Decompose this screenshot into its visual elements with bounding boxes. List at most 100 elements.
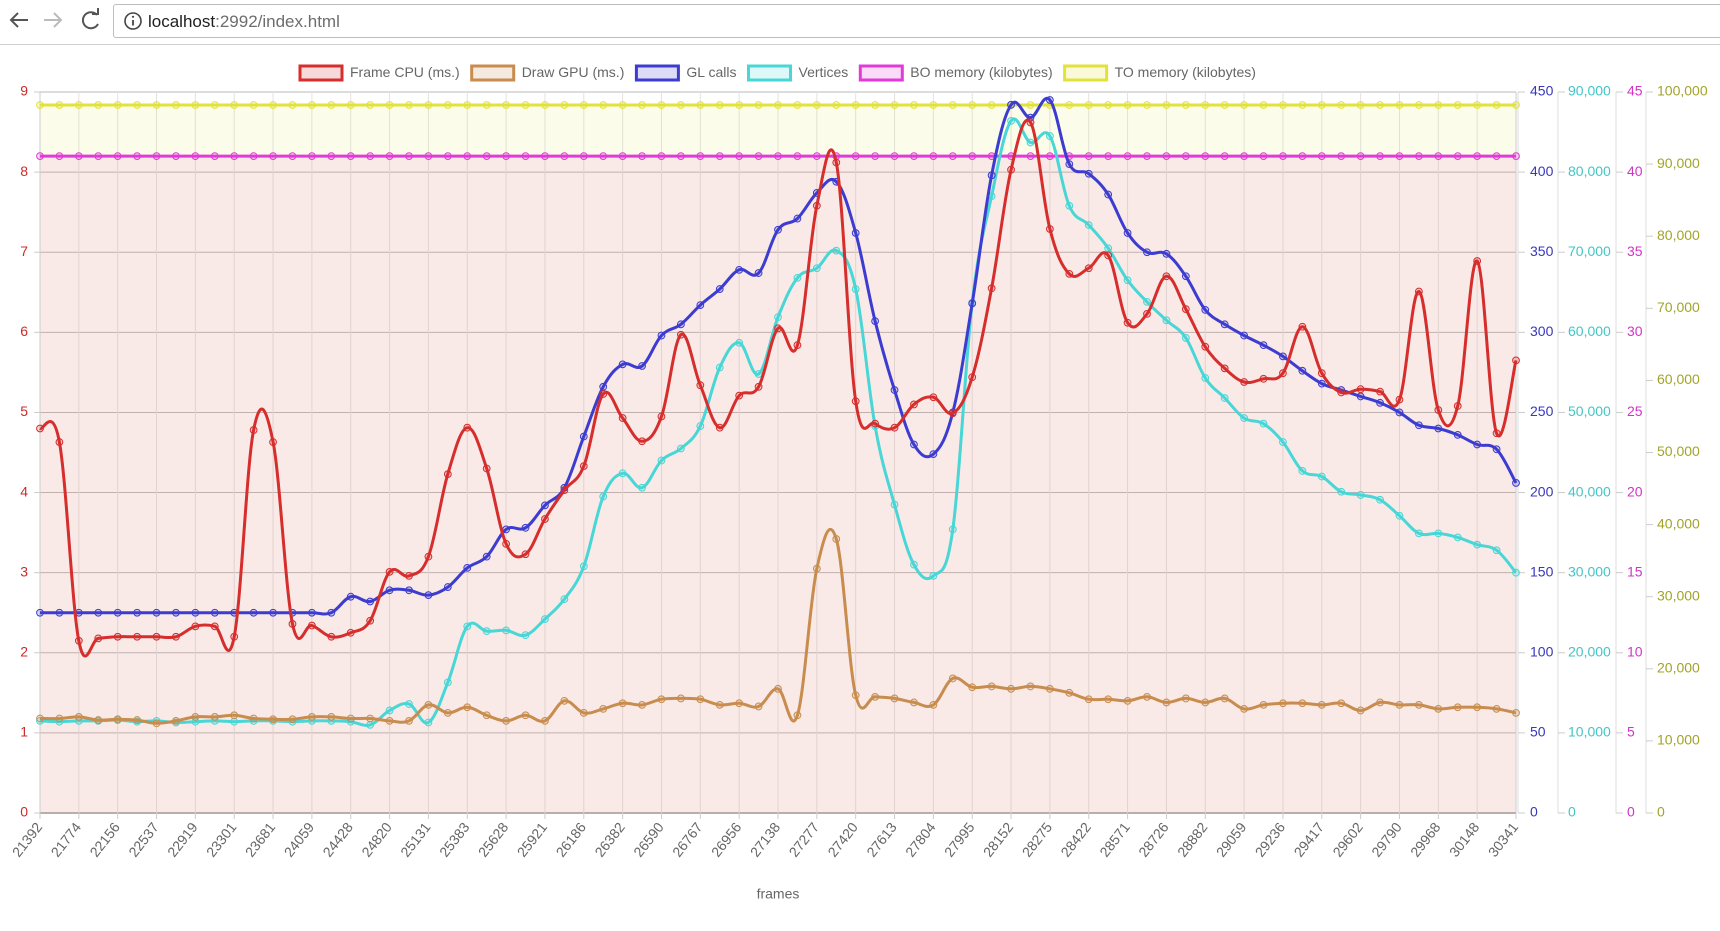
legend-item[interactable]: GL calls <box>634 64 736 82</box>
data-point <box>657 695 666 704</box>
data-point <box>521 711 530 720</box>
x-tick-label: 27613 <box>863 819 900 860</box>
data-point <box>1376 387 1384 396</box>
data-point <box>1104 152 1113 160</box>
data-point <box>560 595 569 604</box>
data-point <box>910 101 918 109</box>
data-point <box>1492 546 1501 555</box>
data-point <box>94 152 103 160</box>
y-tick-label: 5 <box>20 403 28 419</box>
data-point <box>774 152 782 160</box>
data-point <box>579 462 588 471</box>
data-point <box>541 101 549 109</box>
data-point <box>1337 487 1346 496</box>
data-point <box>560 101 569 109</box>
legend-item[interactable]: TO memory (kilobytes) <box>1063 64 1256 82</box>
data-point <box>1201 101 1210 109</box>
data-point <box>521 550 530 559</box>
y-tick-label: 4 <box>20 483 28 499</box>
data-point <box>871 419 880 428</box>
right-tick-label: 35 <box>1627 243 1643 259</box>
data-point <box>599 492 608 501</box>
data-point <box>249 608 258 617</box>
data-point <box>638 152 646 160</box>
right-tick-label: 200 <box>1530 483 1554 499</box>
series-line <box>39 117 1518 727</box>
data-point <box>152 608 161 617</box>
data-point <box>1395 152 1404 160</box>
right-tick-label: 40 <box>1627 163 1643 179</box>
legend-swatch <box>1063 64 1109 82</box>
data-point <box>482 152 491 160</box>
forward-button[interactable] <box>44 12 63 28</box>
legend-item[interactable]: Draw GPU (ms.) <box>470 64 625 82</box>
data-point <box>890 694 899 703</box>
x-tick-label: 27804 <box>902 819 939 860</box>
data-point <box>482 627 491 636</box>
data-point <box>1065 201 1074 210</box>
data-point <box>1356 706 1365 715</box>
data-point <box>754 101 763 109</box>
data-point <box>715 152 724 160</box>
data-point <box>560 152 569 160</box>
data-point <box>715 423 724 432</box>
data-point <box>676 152 685 160</box>
data-point <box>910 698 918 707</box>
right-tick-label: 50,000 <box>1657 443 1700 459</box>
right-tick-label: 10 <box>1627 643 1643 659</box>
back-button[interactable] <box>9 12 28 28</box>
data-point <box>851 152 860 160</box>
data-point <box>385 586 394 595</box>
data-point <box>36 152 44 160</box>
data-point <box>638 483 646 492</box>
data-point <box>929 571 938 580</box>
data-point <box>172 152 180 160</box>
data-point <box>793 711 802 720</box>
data-point <box>1356 392 1365 401</box>
data-point <box>113 101 122 109</box>
data-point <box>55 714 64 723</box>
legend-item[interactable]: Frame CPU (ms.) <box>298 64 460 82</box>
data-point <box>793 101 802 109</box>
data-point <box>269 438 277 446</box>
data-point <box>113 715 122 724</box>
data-point <box>774 225 782 234</box>
x-tick-label: 21774 <box>48 819 85 860</box>
data-point <box>210 712 219 721</box>
data-point <box>541 501 549 510</box>
data-point <box>774 324 782 333</box>
data-point <box>832 158 841 167</box>
data-point <box>327 152 336 160</box>
data-point <box>502 539 511 548</box>
x-tick-label: 27995 <box>941 819 978 860</box>
data-point <box>443 470 452 479</box>
x-tick-label: 28571 <box>1096 819 1133 860</box>
data-point <box>1143 692 1151 701</box>
data-point <box>502 152 511 160</box>
data-point <box>385 567 394 576</box>
data-point <box>1201 342 1210 351</box>
data-point <box>832 101 841 109</box>
data-point <box>210 152 219 160</box>
data-point <box>618 101 627 109</box>
data-point <box>890 500 899 509</box>
address-bar[interactable]: localhost:2992/index.html <box>113 4 1720 38</box>
data-point <box>1453 430 1462 439</box>
right-tick-label: 30,000 <box>1568 563 1611 579</box>
data-point <box>715 285 724 293</box>
data-point <box>890 101 899 109</box>
x-tick-label: 24820 <box>358 819 395 860</box>
legend-item[interactable]: BO memory (kilobytes) <box>858 64 1053 82</box>
data-point <box>55 152 64 160</box>
data-point <box>1298 101 1307 109</box>
right-tick-label: 60,000 <box>1657 371 1700 387</box>
reload-button[interactable] <box>81 8 99 30</box>
data-point <box>812 564 821 573</box>
data-point <box>1143 297 1151 306</box>
data-point <box>502 525 511 534</box>
data-point <box>871 692 880 701</box>
data-point <box>1492 704 1501 713</box>
x-tick-label: 26590 <box>630 819 667 860</box>
legend-item[interactable]: Vertices <box>747 64 849 82</box>
data-point <box>1007 684 1015 693</box>
